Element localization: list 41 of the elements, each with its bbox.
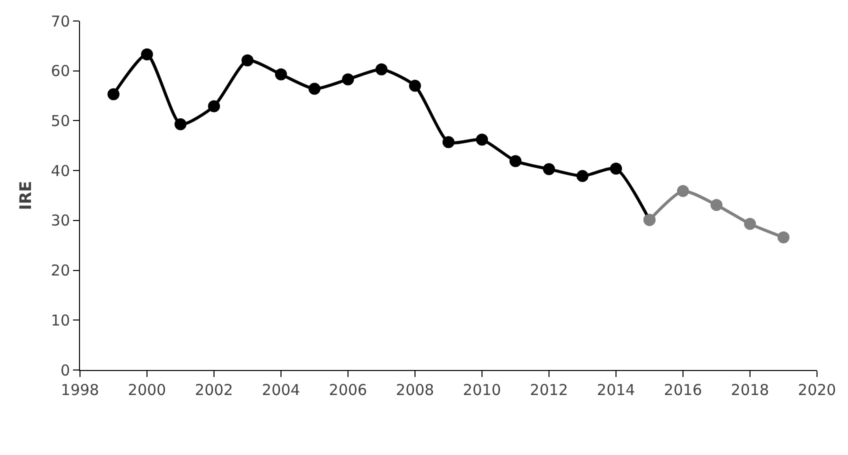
point (476, 134, 488, 146)
y-tick-label: 10 (50, 311, 70, 330)
point (208, 100, 220, 112)
point (108, 88, 120, 100)
point (174, 118, 186, 130)
y-tick-label: 70 (50, 12, 70, 30)
point (744, 218, 756, 230)
point (242, 54, 254, 66)
point (275, 68, 287, 80)
x-tick-label: 2000 (128, 381, 166, 399)
x-tick-label: 2004 (262, 381, 300, 399)
y-tick-label: 20 (50, 262, 70, 280)
x-tick-label: 2008 (396, 381, 434, 399)
x-tick-label: 2014 (596, 381, 636, 399)
x-tick-label: 2006 (328, 381, 368, 399)
y-tick-label: 0 (60, 361, 70, 380)
point (778, 231, 790, 244)
point (677, 185, 689, 198)
point (710, 198, 722, 211)
y-axis-title: IRE (16, 180, 35, 210)
x-tick-label: 2012 (530, 381, 568, 399)
point (141, 48, 153, 60)
y-tick-label: 30 (50, 212, 70, 230)
point (376, 63, 388, 76)
y-tick-label: 50 (50, 112, 70, 130)
point (308, 82, 320, 95)
point (342, 73, 354, 86)
point (610, 162, 622, 175)
point (409, 80, 421, 92)
point (576, 170, 588, 182)
x-tick-label: 2018 (730, 381, 770, 399)
y-tick-label: 40 (50, 162, 70, 180)
x-tick-label: 1998 (60, 381, 100, 399)
point (510, 155, 522, 168)
x-tick-label: 2002 (194, 381, 234, 399)
x-tick-label: 2020 (798, 381, 836, 399)
point (442, 136, 454, 148)
point (543, 163, 555, 176)
x-tick-label: 2016 (664, 381, 702, 399)
y-tick-label: 60 (50, 62, 70, 80)
x-tick-label: 2010 (462, 381, 502, 399)
